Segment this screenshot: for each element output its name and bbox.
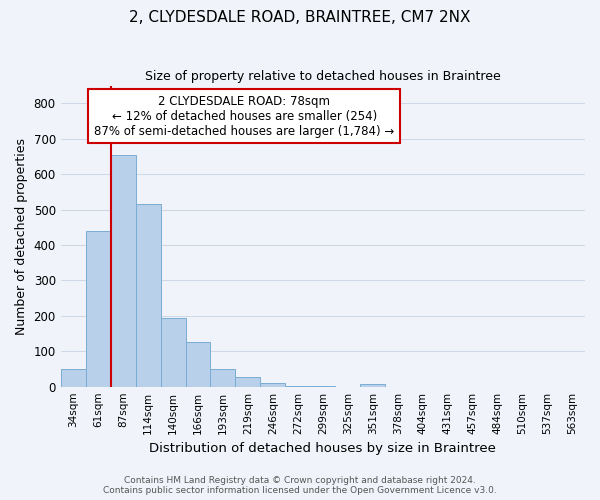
Title: Size of property relative to detached houses in Braintree: Size of property relative to detached ho… — [145, 70, 501, 83]
Bar — [61, 369, 86, 386]
X-axis label: Distribution of detached houses by size in Braintree: Distribution of detached houses by size … — [149, 442, 496, 455]
Bar — [110, 154, 136, 386]
Text: 2 CLYDESDALE ROAD: 78sqm
← 12% of detached houses are smaller (254)
87% of semi-: 2 CLYDESDALE ROAD: 78sqm ← 12% of detach… — [94, 94, 394, 138]
Bar — [260, 383, 286, 386]
Text: 2, CLYDESDALE ROAD, BRAINTREE, CM7 2NX: 2, CLYDESDALE ROAD, BRAINTREE, CM7 2NX — [129, 10, 471, 25]
Bar — [235, 377, 260, 386]
Text: Contains HM Land Registry data © Crown copyright and database right 2024.
Contai: Contains HM Land Registry data © Crown c… — [103, 476, 497, 495]
Bar — [86, 231, 110, 386]
Bar — [211, 369, 235, 386]
Y-axis label: Number of detached properties: Number of detached properties — [15, 138, 28, 334]
Bar — [161, 318, 185, 386]
Bar — [185, 342, 211, 386]
Bar — [360, 384, 385, 386]
Bar — [136, 204, 161, 386]
